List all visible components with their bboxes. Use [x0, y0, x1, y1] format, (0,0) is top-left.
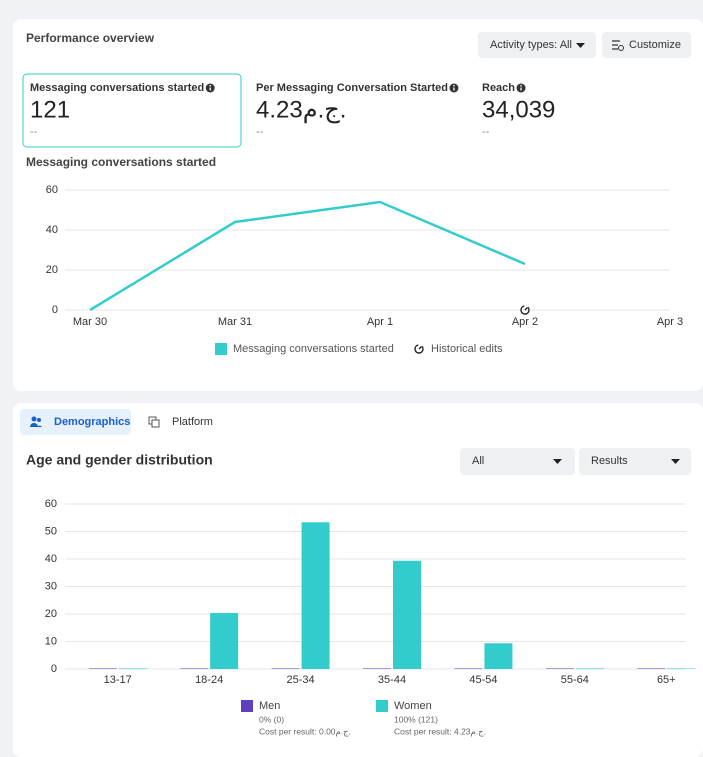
info-icon [453, 84, 455, 87]
caret [553, 459, 562, 464]
bar [210, 613, 239, 669]
history-icon [520, 305, 530, 315]
x-tick-label: 13-17 [104, 674, 132, 686]
chart-title: Messaging conversations started [26, 155, 216, 169]
history-icon [524, 307, 528, 311]
y-tick-label: 10 [45, 635, 57, 647]
dropdown-label[interactable]: Activity types: All [490, 39, 572, 51]
bar [545, 668, 574, 669]
icon [30, 423, 42, 427]
y-tick-label: 60 [46, 184, 58, 196]
y-tick-label: 60 [45, 498, 57, 510]
x-tick-label: Apr 3 [657, 316, 683, 328]
y-tick-label: 20 [45, 608, 57, 620]
info-icon [520, 84, 522, 87]
metric-value: 121 [30, 96, 70, 123]
x-tick-label: 45-54 [469, 674, 497, 686]
y-tick-label: 0 [52, 304, 58, 316]
chart-title: Age and gender distribution [26, 452, 213, 468]
x-tick-label: 25-34 [287, 674, 315, 686]
legend-label: Men [259, 700, 280, 712]
button-label[interactable]: Customize [629, 39, 681, 51]
card-title: Performance overview [26, 31, 155, 45]
bar [301, 522, 330, 669]
legend-label: Women [394, 700, 432, 712]
legend-swatch [215, 343, 227, 355]
bar [118, 668, 147, 669]
caret [576, 43, 585, 48]
x-tick-label: 35-44 [378, 674, 406, 686]
x-tick-label: Mar 31 [218, 316, 252, 328]
x-tick-label: Apr 2 [512, 316, 538, 328]
legend-label: Messaging conversations started [233, 343, 394, 355]
bar [363, 668, 391, 669]
legend-share: 0% (0) [259, 714, 284, 724]
x-tick-label: Mar 30 [73, 316, 107, 328]
selected-metric[interactable] [22, 73, 242, 148]
x-tick-label: 55-64 [561, 674, 589, 686]
metric-label: Reach [482, 82, 515, 94]
y-tick-label: 40 [45, 553, 57, 565]
caret [671, 459, 680, 464]
legend-label: Historical edits [431, 343, 503, 355]
metric-value: 4.23ج.م. [256, 96, 346, 123]
metric-label: Messaging conversations started [30, 82, 204, 94]
button[interactable] [602, 32, 691, 58]
bar [88, 668, 117, 669]
dropdown[interactable] [460, 448, 575, 475]
metric-value: 34,039 [482, 96, 555, 123]
tab[interactable]: Demographics [54, 416, 130, 428]
legend-cost: Cost per result: 4.23ج.م. [394, 726, 486, 737]
y-tick-label: 20 [46, 264, 58, 276]
icon [618, 45, 624, 51]
x-tick-label: Apr 1 [367, 316, 393, 328]
y-tick-label: 50 [45, 525, 57, 537]
metric-change: -- [256, 126, 264, 138]
bar [180, 668, 209, 669]
legend-swatch [241, 700, 253, 712]
icon [31, 416, 37, 422]
metric-change: -- [482, 126, 490, 138]
bar [637, 668, 666, 669]
bar [575, 668, 604, 669]
y-tick-label: 40 [46, 224, 58, 236]
metric-change: -- [30, 126, 38, 138]
history-icon [414, 344, 424, 354]
tab[interactable]: Platform [172, 416, 213, 428]
icon [151, 419, 160, 428]
dropdown[interactable] [478, 32, 596, 58]
tab-active[interactable] [20, 409, 131, 435]
dropdown-label[interactable]: Results [591, 455, 628, 467]
legend-cost: Cost per result: 0.00ج.م. [259, 726, 351, 737]
dropdown-label[interactable]: All [472, 455, 484, 467]
x-tick-label: 18-24 [195, 674, 223, 686]
metric-label: Per Messaging Conversation Started [256, 82, 448, 94]
legend-share: 100% (121) [394, 714, 438, 724]
icon [612, 40, 620, 50]
history-icon [418, 346, 422, 350]
line-series [89, 200, 526, 312]
bar [271, 668, 300, 669]
dropdown[interactable] [579, 448, 691, 475]
y-tick-label: 30 [45, 580, 57, 592]
y-tick-label: 0 [51, 663, 57, 675]
bar [484, 643, 513, 669]
bar [454, 668, 483, 669]
icon [37, 418, 41, 422]
legend-swatch [376, 700, 388, 712]
bar [667, 668, 696, 669]
x-tick-label: 65+ [657, 674, 676, 686]
info-icon [209, 84, 212, 87]
bar [393, 560, 421, 669]
